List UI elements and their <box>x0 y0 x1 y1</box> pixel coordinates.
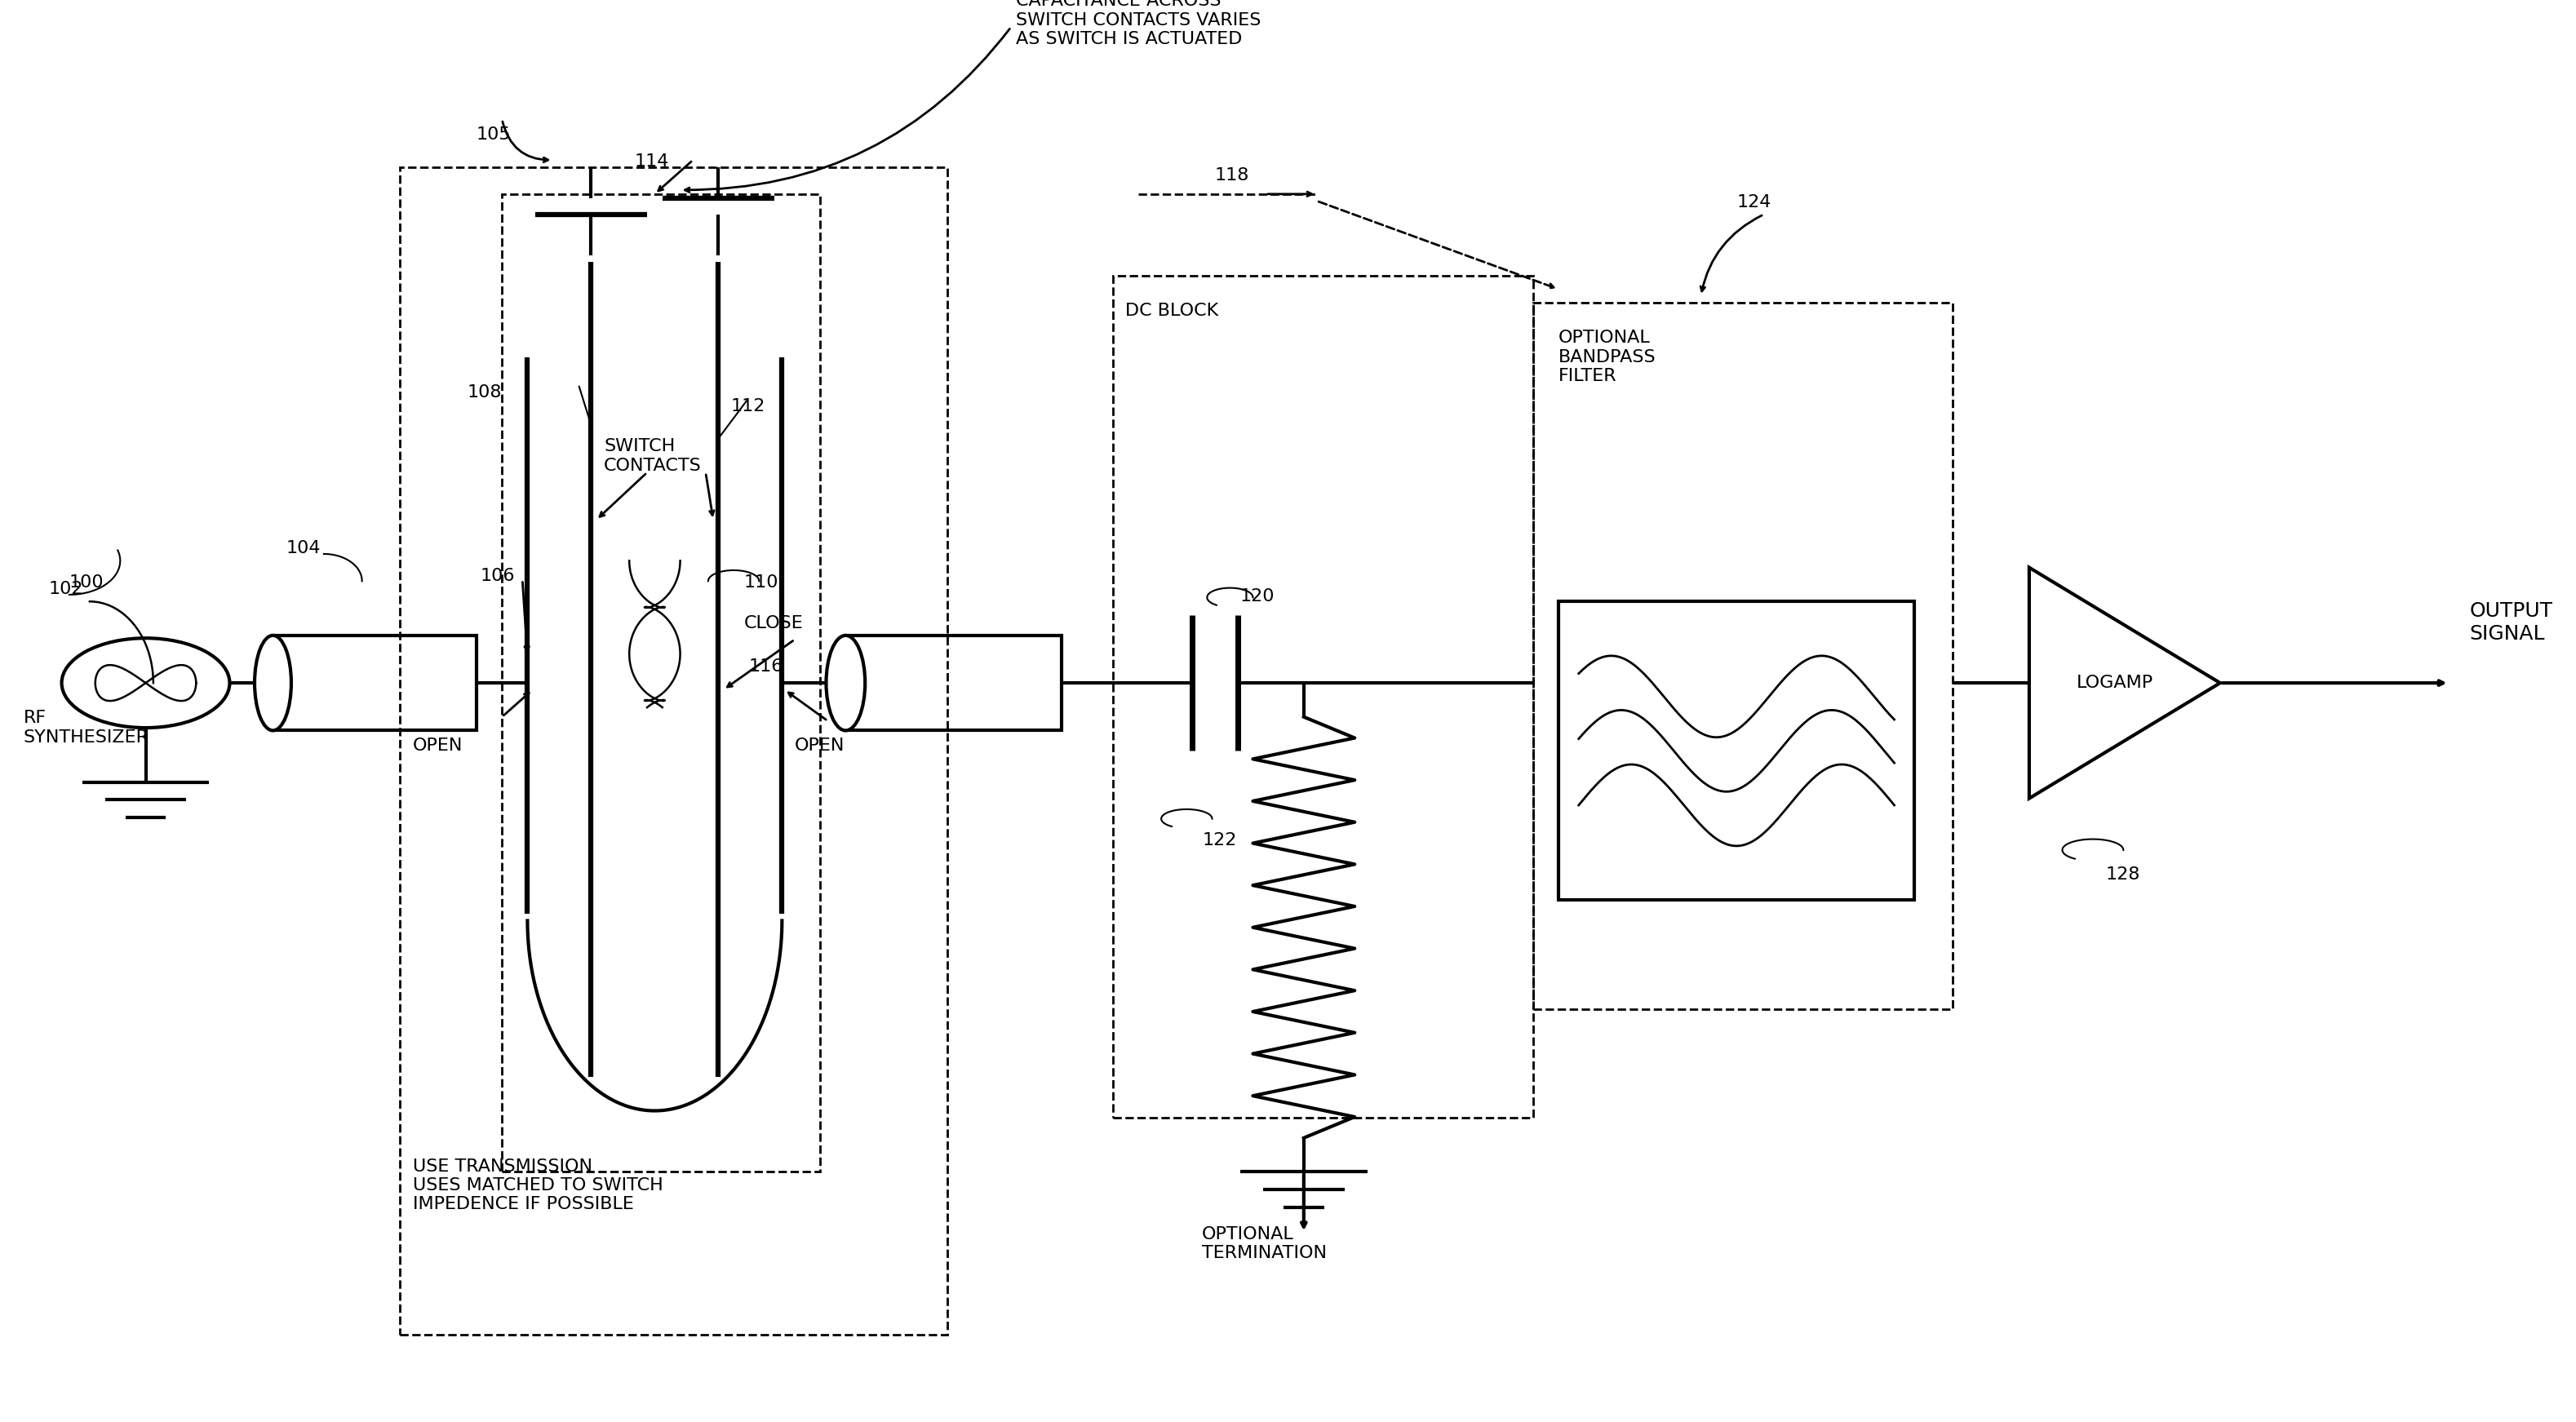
Text: 114: 114 <box>634 154 670 169</box>
Bar <box>1558 602 1914 900</box>
Ellipse shape <box>255 636 291 731</box>
Text: OUTPUT
SIGNAL: OUTPUT SIGNAL <box>2470 602 2553 644</box>
Text: 122: 122 <box>1203 832 1236 849</box>
Text: 100: 100 <box>70 574 103 590</box>
Text: LOGAMP: LOGAMP <box>2076 675 2154 691</box>
Text: 104: 104 <box>286 540 319 556</box>
Text: 116: 116 <box>750 658 783 675</box>
Text: CAPACITANCE ACROSS
SWITCH CONTACTS VARIES
AS SWITCH IS ACTUATED: CAPACITANCE ACROSS SWITCH CONTACTS VARIE… <box>1015 0 1262 47</box>
Text: DC BLOCK: DC BLOCK <box>1126 303 1218 319</box>
Text: 102: 102 <box>49 582 82 597</box>
Ellipse shape <box>827 636 866 731</box>
Text: 108: 108 <box>466 384 502 401</box>
Text: OPEN: OPEN <box>412 737 464 754</box>
Text: OPTIONAL
TERMINATION: OPTIONAL TERMINATION <box>1203 1226 1327 1261</box>
Text: 105: 105 <box>477 127 510 142</box>
Text: CLOSE: CLOSE <box>744 616 804 631</box>
Text: SWITCH
CONTACTS: SWITCH CONTACTS <box>603 438 701 474</box>
Polygon shape <box>2030 567 2221 798</box>
Text: OPTIONAL
BANDPASS
FILTER: OPTIONAL BANDPASS FILTER <box>1558 330 1656 384</box>
Text: 110: 110 <box>744 574 778 590</box>
Bar <box>502 193 819 1172</box>
Text: RF
SYNTHESIZER: RF SYNTHESIZER <box>23 710 149 745</box>
Bar <box>273 636 477 731</box>
Text: 124: 124 <box>1736 193 1772 210</box>
Bar <box>399 166 948 1335</box>
Text: 120: 120 <box>1239 587 1275 604</box>
Text: 118: 118 <box>1216 166 1249 183</box>
Bar <box>1113 276 1533 1118</box>
Text: 112: 112 <box>732 398 765 414</box>
Text: 106: 106 <box>479 567 515 584</box>
Bar <box>1533 303 1953 1008</box>
Text: 128: 128 <box>2105 866 2141 883</box>
Text: OPEN: OPEN <box>796 737 845 754</box>
Text: USE TRANSMISSION
USES MATCHED TO SWITCH
IMPEDENCE IF POSSIBLE: USE TRANSMISSION USES MATCHED TO SWITCH … <box>412 1159 662 1213</box>
Bar <box>845 636 1061 731</box>
